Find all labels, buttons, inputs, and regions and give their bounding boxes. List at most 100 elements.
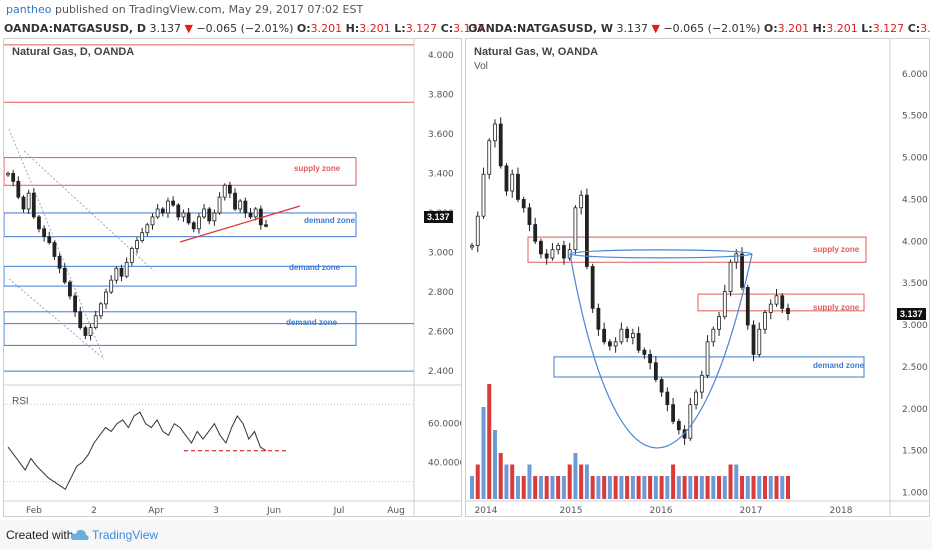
volume-bar xyxy=(636,476,641,499)
volume-bar xyxy=(642,476,647,499)
right-candle-body xyxy=(487,140,492,175)
left-y-tick-label: 3.000 xyxy=(428,248,454,258)
right-close: 3.137 xyxy=(920,22,932,35)
header-publisher: pantheo published on TradingView.com, Ma… xyxy=(6,3,363,16)
volume-bar xyxy=(763,476,768,499)
right-high: 3.201 xyxy=(826,22,858,35)
volume-bar xyxy=(653,476,658,499)
right-x-tick-label: 2014 xyxy=(475,506,498,516)
right-zone-box xyxy=(527,236,867,263)
right-y-tick-label: 6.000 xyxy=(902,70,928,80)
right-chart-panel[interactable]: 6.000 5.500 5.000 4.500 4.000 3.500 3.000 2.500… xyxy=(465,38,930,517)
right-candle-body xyxy=(751,324,756,355)
left-x-tick-label: Apr xyxy=(148,506,164,516)
right-candle-body xyxy=(625,328,630,339)
right-candle-body xyxy=(573,207,578,251)
right-candle-body xyxy=(768,303,773,313)
right-candle-body xyxy=(740,253,744,288)
volume-bar xyxy=(579,464,584,499)
volume-bar xyxy=(648,476,653,499)
right-chart-svg[interactable]: 6.000 5.500 5.000 4.500 4.000 3.500 3.000 2.500… xyxy=(466,39,929,516)
left-candle-body xyxy=(191,222,196,230)
cup-rim-ellipse xyxy=(569,249,753,259)
right-candle-body xyxy=(676,421,681,431)
left-candle-body xyxy=(47,236,52,244)
left-candle-body xyxy=(21,196,26,210)
volume-bar xyxy=(619,476,624,499)
left-candle-body xyxy=(160,208,165,214)
left-y-tick-label: 4.000 xyxy=(428,51,454,61)
left-chart-svg[interactable]: 4.0003.8003.6003.4003.2003.0002.8002.600… xyxy=(4,39,461,516)
left-candle-body xyxy=(6,173,10,176)
left-y-tick-label: 2.600 xyxy=(428,328,454,338)
right-candle-body xyxy=(481,173,486,217)
rsi-line xyxy=(7,411,267,491)
right-y-tick-label: 1.000 xyxy=(902,489,928,499)
volume-bar xyxy=(613,476,618,499)
right-candle-body xyxy=(648,353,653,364)
volume-bar xyxy=(728,464,733,499)
volume-bar xyxy=(625,476,630,499)
left-high: 3.201 xyxy=(359,22,391,35)
left-low: 3.127 xyxy=(405,22,438,35)
right-candle-body xyxy=(539,240,543,255)
right-candle-body xyxy=(493,123,497,142)
author-link[interactable]: pantheo xyxy=(6,3,52,16)
left-candle-body xyxy=(83,327,88,336)
tradingview-brand-link[interactable]: TradingView xyxy=(92,528,159,542)
volume-bar xyxy=(550,476,555,499)
volume-bar xyxy=(682,476,687,499)
volume-bar xyxy=(573,453,578,499)
volume-bar xyxy=(780,476,785,499)
left-ticker: OANDA:NATGASUSD, D xyxy=(4,22,146,35)
left-candle-body xyxy=(253,208,258,218)
right-chart-title: Natural Gas, W, OANDA xyxy=(474,46,599,58)
right-candle-body xyxy=(619,328,624,343)
demand-zone-label-d2: demand zone xyxy=(289,263,341,272)
right-candle-body xyxy=(590,266,595,309)
right-candle-body xyxy=(699,374,704,393)
left-c-label: C: xyxy=(440,22,454,35)
left-chart-title: Natural Gas, D, OANDA xyxy=(12,46,135,58)
left-channel-line xyxy=(23,150,155,272)
left-channel-line xyxy=(8,278,105,360)
right-candle-body xyxy=(757,328,762,355)
right-candle-body xyxy=(510,173,515,192)
right-candle-body xyxy=(722,291,727,318)
volume-bar xyxy=(481,407,486,499)
right-candle-body xyxy=(533,224,538,242)
volume-bar xyxy=(774,476,779,499)
right-candle-body xyxy=(745,286,750,326)
left-last: 3.137 xyxy=(149,22,181,35)
right-y-tick-label: 4.000 xyxy=(902,237,928,247)
volume-bar xyxy=(515,476,520,499)
right-candle-body xyxy=(470,245,474,248)
right-candle-body xyxy=(780,295,785,309)
rsi-y-tick-label: 60.0000 xyxy=(428,420,461,430)
left-y-tick-label: 3.800 xyxy=(428,90,454,100)
volume-bar xyxy=(596,476,601,499)
right-candle-body xyxy=(659,379,664,393)
right-candle-body xyxy=(671,404,675,422)
left-candle-body xyxy=(114,267,119,281)
right-candle-body xyxy=(717,316,721,330)
left-x-tick-label: Jun xyxy=(266,506,281,516)
left-ohlc-header: OANDA:NATGASUSD, D 3.137 ▼ −0.065 (−2.01… xyxy=(4,22,485,35)
left-candle-body xyxy=(88,327,93,336)
volume-bar xyxy=(717,476,722,499)
left-candle-body xyxy=(57,256,62,269)
right-y-tick-label: 5.500 xyxy=(902,112,928,122)
supply-zone-label-w2: supply zone xyxy=(813,303,860,312)
right-candle-body xyxy=(521,199,526,209)
left-candle-body xyxy=(31,192,36,218)
right-candle-body xyxy=(636,333,641,351)
left-zone-box xyxy=(4,265,357,287)
left-h-label: H: xyxy=(345,22,360,35)
volume-bar xyxy=(688,476,693,499)
right-open: 3.201 xyxy=(777,22,810,35)
left-candle-body xyxy=(238,200,243,210)
cup-arc xyxy=(569,253,753,449)
left-chart-panel[interactable]: 4.0003.8003.6003.4003.2003.0002.8002.600… xyxy=(3,38,462,517)
left-candle-body xyxy=(37,216,41,230)
volume-bar xyxy=(757,476,762,499)
